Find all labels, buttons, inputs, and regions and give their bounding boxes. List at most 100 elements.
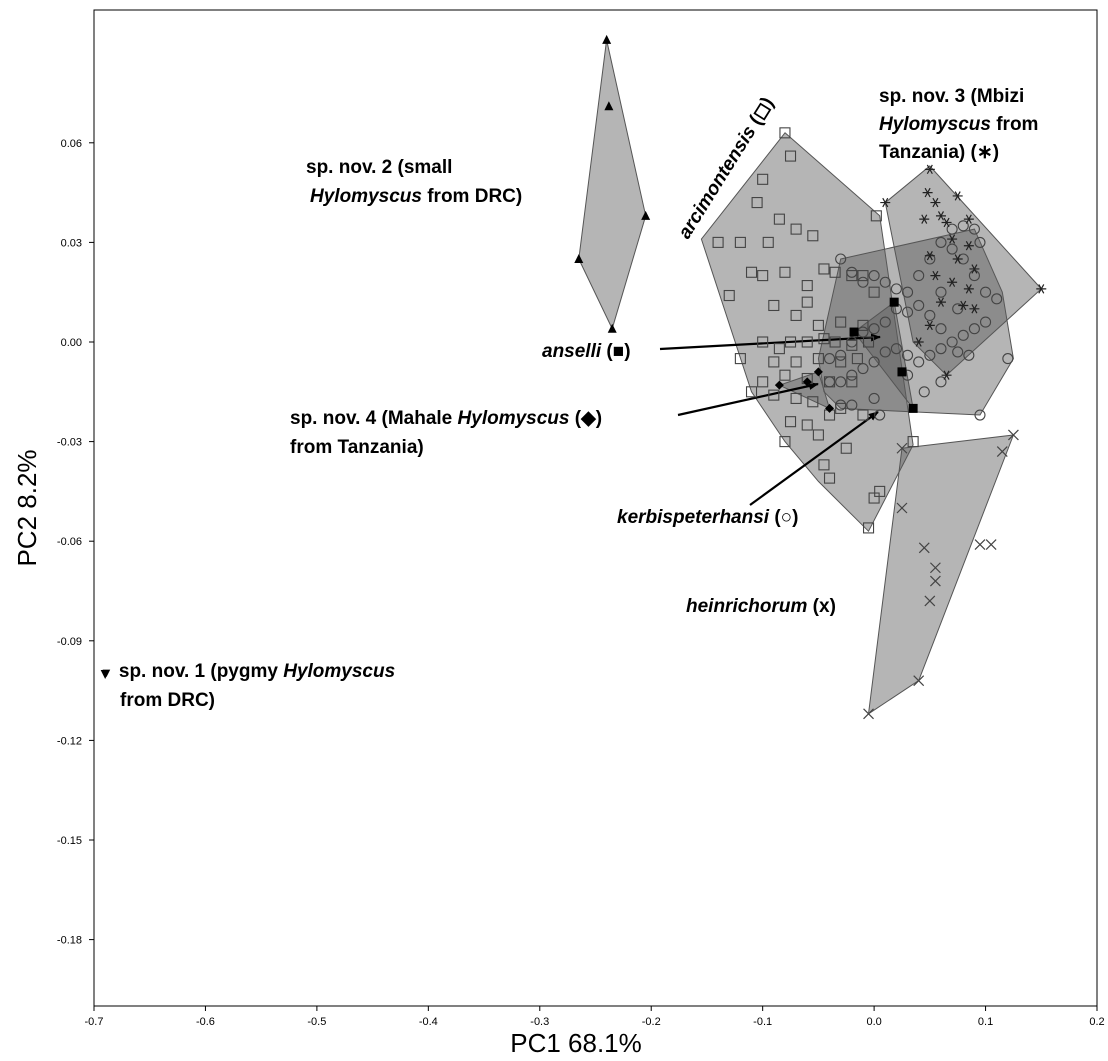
- x-tick-label: -0.4: [419, 1016, 438, 1028]
- point-arcimontensis: [768, 299, 780, 312]
- point-sp-nov-2: [574, 254, 584, 263]
- axis-ticks: -0.7 -0.6 -0.5 -0.4 -0.3 -0.2 -0.1 0.0 0.1 0.2 0.0…: [57, 138, 1105, 1028]
- point-arcimontensis: [773, 343, 785, 355]
- point-arcimontensis: [807, 230, 819, 242]
- point-arcimontensis: [840, 442, 852, 454]
- point-arcimontensis: [723, 289, 735, 302]
- svg-text:Hylomyscus from DRC): Hylomyscus from DRC): [310, 186, 522, 207]
- point-kerbispeterhansi: [952, 346, 964, 358]
- y-tick-label: 0.00: [61, 337, 82, 349]
- point-kerbispeterhansi: [823, 353, 836, 365]
- point-arcimontensis: [790, 392, 802, 404]
- point-arcimontensis: [818, 333, 830, 345]
- point-arcimontensis: [868, 492, 880, 504]
- annotation-anselli: anselli (■): [542, 341, 631, 362]
- point-kerbispeterhansi: [946, 243, 958, 255]
- point-arcimontensis: [835, 356, 847, 368]
- x-axis-label: PC1 68.1%: [510, 1028, 642, 1058]
- point-kerbispeterhansi: [846, 336, 858, 348]
- convex-hulls: [578, 39, 1043, 715]
- point-sp-nov-4: [825, 403, 835, 413]
- point-kerbispeterhansi: [980, 286, 992, 298]
- point-arcimontensis: [734, 236, 746, 248]
- point-kerbispeterhansi: [957, 329, 969, 341]
- point-kerbispeterhansi: [924, 253, 936, 265]
- annotation-sp-nov-4: sp. nov. 4 (Mahale Hylomyscus (◆) from T…: [290, 408, 602, 458]
- svg-text:from DRC): from DRC): [120, 690, 215, 711]
- data-points: [100, 34, 1047, 720]
- point-sp-nov-3: [924, 320, 935, 331]
- point-heinrichorum: [996, 446, 1008, 457]
- point-arcimontensis: [851, 353, 863, 365]
- point-kerbispeterhansi: [935, 323, 947, 335]
- point-anselli: [908, 403, 918, 413]
- x-tick-label: -0.3: [530, 1016, 549, 1028]
- annotation-sp-nov-2: sp. nov. 2 (small Hylomyscus from DRC): [306, 157, 522, 207]
- point-kerbispeterhansi: [835, 349, 847, 361]
- point-arcimontensis: [835, 402, 847, 414]
- annotation-sp-nov-3: sp. nov. 3 (Mbizi Hylomyscus from Tanzan…: [879, 86, 1038, 163]
- point-heinrichorum: [896, 502, 908, 514]
- point-arcimontensis: [846, 270, 858, 282]
- point-arcimontensis: [801, 419, 813, 431]
- point-kerbispeterhansi: [868, 270, 880, 282]
- point-arcimontensis: [712, 236, 724, 248]
- point-arcimontensis: [779, 369, 791, 381]
- point-kerbispeterhansi: [846, 369, 858, 381]
- point-sp-nov-3: [919, 214, 930, 224]
- svg-text:sp. nov. 3 (Mbizi: sp. nov. 3 (Mbizi: [879, 86, 1024, 107]
- point-arcimontensis: [807, 396, 819, 408]
- point-arcimontensis: [857, 270, 869, 282]
- point-kerbispeterhansi: [846, 399, 858, 411]
- point-arcimontensis: [773, 213, 785, 225]
- point-kerbispeterhansi: [857, 363, 869, 375]
- x-tick-label: -0.7: [85, 1016, 104, 1028]
- point-arcimontensis: [757, 270, 769, 282]
- point-arcimontensis: [862, 336, 875, 348]
- svg-text:from Tanzania): from Tanzania): [290, 437, 424, 458]
- point-arcimontensis: [812, 353, 824, 365]
- point-kerbispeterhansi: [890, 283, 902, 295]
- point-sp-nov-3: [924, 164, 935, 175]
- point-arcimontensis: [874, 485, 886, 497]
- y-tick-label: -0.12: [57, 735, 82, 747]
- point-kerbispeterhansi: [924, 309, 936, 321]
- y-tick-label: -0.06: [57, 536, 82, 548]
- point-heinrichorum: [985, 539, 997, 550]
- point-kerbispeterhansi: [952, 303, 964, 315]
- y-tick-label: 0.03: [61, 237, 82, 249]
- point-kerbispeterhansi: [890, 343, 902, 355]
- point-heinrichorum: [896, 442, 908, 454]
- hull-sp-nov-4: [778, 371, 831, 410]
- point-heinrichorum: [929, 562, 941, 574]
- point-kerbispeterhansi: [913, 270, 925, 282]
- annotation-heinrichorum: heinrichorum (x): [686, 596, 836, 617]
- point-arcimontensis: [779, 127, 791, 139]
- point-heinrichorum: [863, 708, 874, 720]
- point-arcimontensis: [751, 197, 763, 209]
- svg-text:▼sp. nov. 1 (pygmy Hylomyscus: ▼ sp. nov. 1 (pygmy Hylomyscus: [100, 661, 395, 682]
- point-arcimontensis: [784, 416, 797, 428]
- point-kerbispeterhansi: [974, 409, 986, 421]
- point-kerbispeterhansi: [935, 343, 947, 355]
- x-tick-label: -0.1: [753, 1016, 772, 1028]
- point-kerbispeterhansi: [913, 299, 925, 312]
- point-kerbispeterhansi: [857, 276, 869, 288]
- point-sp-nov-3: [952, 254, 963, 264]
- point-kerbispeterhansi: [901, 349, 914, 361]
- x-tick-label: -0.6: [196, 1016, 215, 1028]
- arrow-kerbispeterhansi: [749, 411, 879, 506]
- point-heinrichorum: [974, 539, 986, 550]
- point-heinrichorum: [924, 595, 936, 607]
- point-arcimontensis: [768, 356, 780, 368]
- point-kerbispeterhansi: [935, 286, 947, 298]
- point-arcimontensis: [846, 339, 858, 351]
- annotation-arrows: [659, 333, 881, 506]
- point-sp-nov-3: [963, 241, 974, 251]
- point-kerbispeterhansi: [946, 336, 958, 348]
- hull-arcimontensis: [700, 132, 914, 533]
- point-sp-nov-3: [880, 197, 891, 208]
- point-sp-nov-3: [930, 197, 941, 208]
- point-anselli: [889, 297, 899, 307]
- point-arcimontensis: [801, 296, 813, 308]
